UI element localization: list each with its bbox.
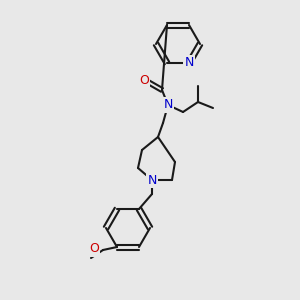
Text: O: O [139,74,149,86]
Text: N: N [163,98,173,112]
Text: N: N [184,56,194,70]
Text: N: N [147,173,157,187]
Text: O: O [89,242,99,256]
